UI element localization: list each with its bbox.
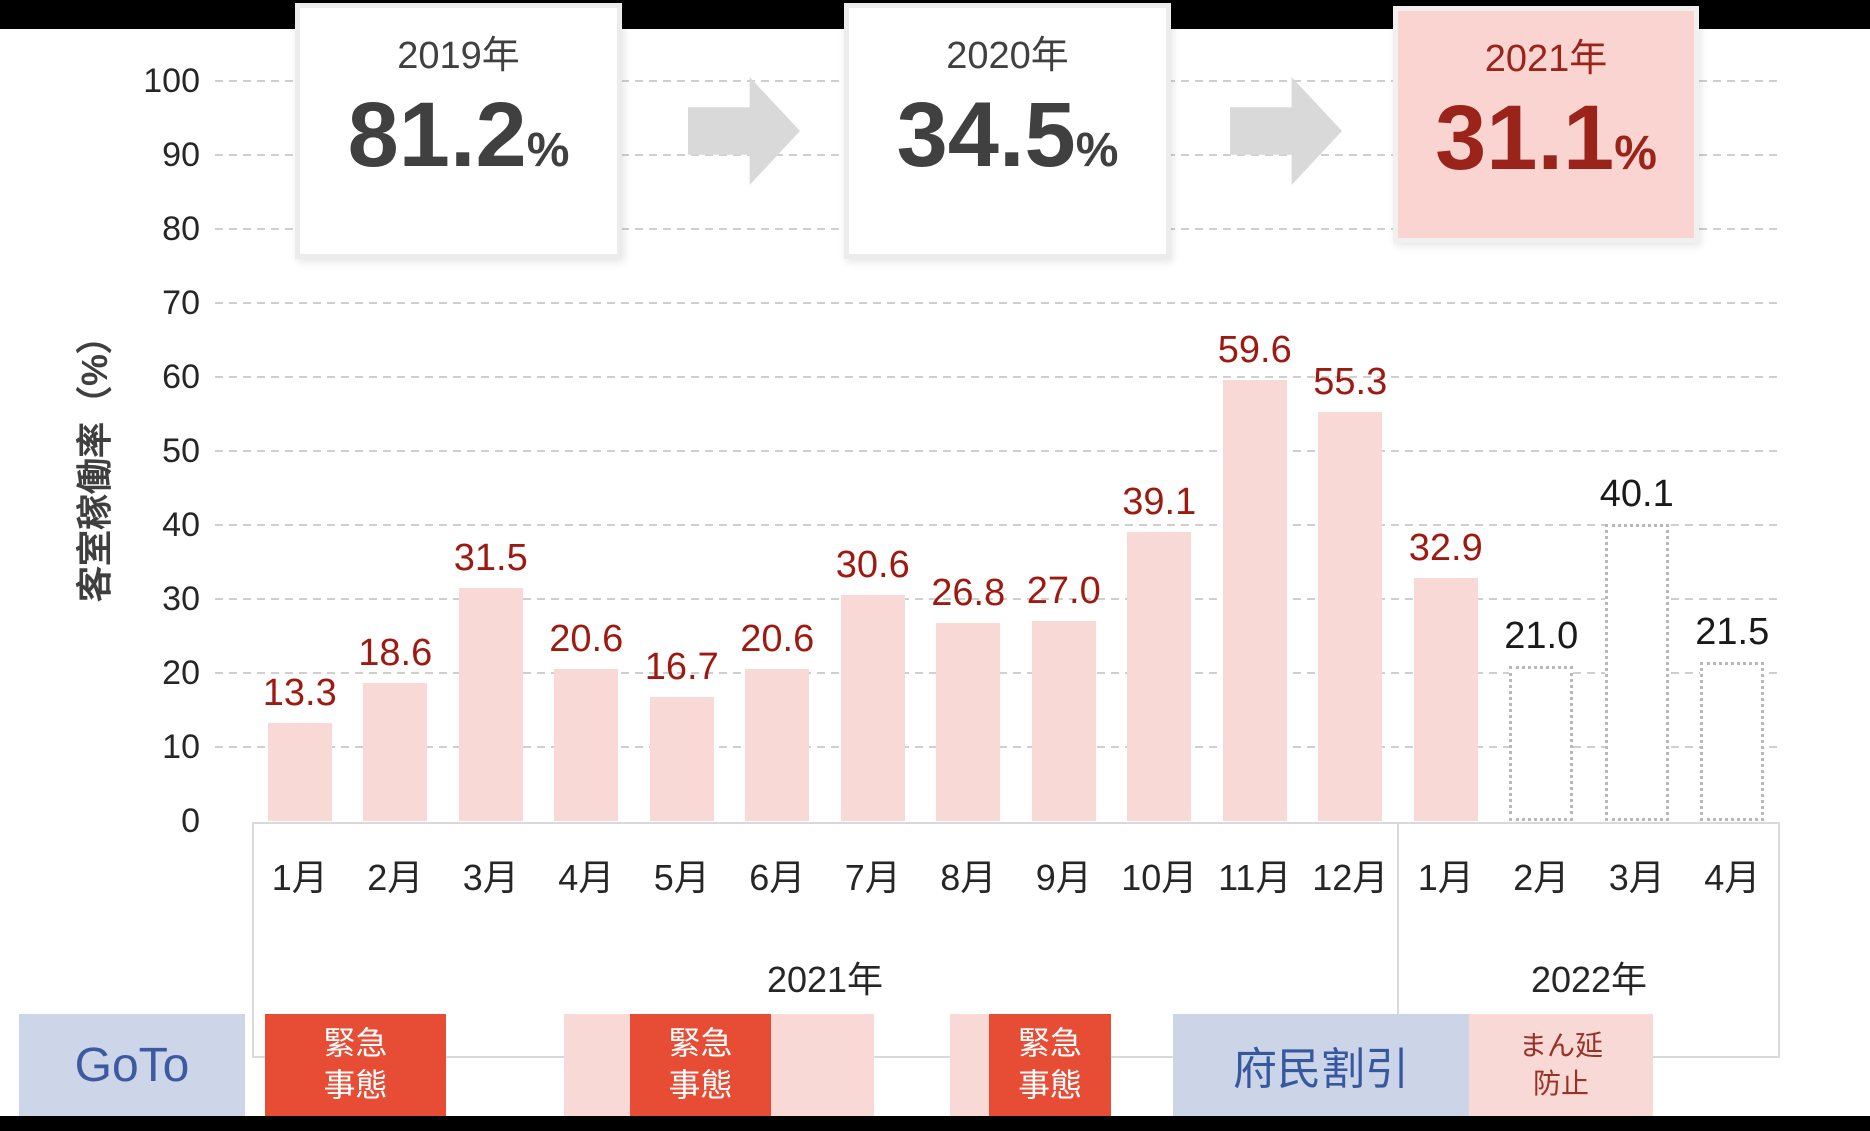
gridline-70 — [215, 302, 1780, 304]
bar-2022年2月 — [1509, 665, 1574, 821]
month-label-2021-12月: 12月 — [1312, 857, 1389, 898]
bar-label-2022年4月: 21.5 — [1695, 610, 1770, 653]
bar-2021年1月 — [267, 722, 332, 821]
month-label-2021-8月: 8月 — [940, 857, 997, 898]
gridline-30 — [215, 598, 1780, 600]
annotation-manen-boshi: まん延 防止 — [1469, 1014, 1653, 1116]
bar-label-2022年2月: 21.0 — [1504, 614, 1579, 657]
bar-label-2022年1月: 32.9 — [1408, 526, 1483, 569]
bar-label-2021年10月: 39.1 — [1122, 480, 1197, 523]
summary-year-2021: 2021年 — [1484, 38, 1608, 80]
summary-year-2019: 2019年 — [397, 35, 520, 77]
summary-box-2021: 2021年 31.1% — [1393, 6, 1699, 243]
y-tick-90: 90 — [162, 136, 200, 174]
month-label-2021-1月: 1月 — [271, 857, 328, 898]
bar-2022年4月 — [1700, 661, 1765, 821]
bar-2021年4月 — [554, 668, 619, 821]
bar-2022年1月 — [1413, 577, 1478, 821]
annotation-emergency-1: 緊急 事態 — [265, 1014, 446, 1116]
summary-value-number: 81.2 — [347, 84, 527, 186]
bar-label-2021年8月: 26.8 — [931, 571, 1006, 614]
month-label-2021-3月: 3月 — [462, 857, 519, 898]
gridline-40 — [215, 524, 1780, 526]
month-label-2022-1月: 1月 — [1417, 857, 1474, 898]
y-tick-40: 40 — [162, 506, 200, 544]
year-divider-line — [1397, 822, 1399, 1058]
bar-label-2021年11月: 59.6 — [1217, 328, 1292, 371]
y-tick-100: 100 — [143, 62, 200, 100]
summary-value-2021: 31.1% — [1435, 87, 1657, 189]
y-tick-60: 60 — [162, 358, 200, 396]
summary-value-number: 31.1 — [1435, 87, 1615, 189]
bar-label-2021年2月: 18.6 — [358, 632, 433, 675]
summary-value-2020: 34.5% — [896, 84, 1119, 186]
summary-value-2019: 81.2% — [347, 84, 570, 186]
month-label-2021-9月: 9月 — [1035, 857, 1092, 898]
annotation-emergency-3: 緊急 事態 — [989, 1014, 1111, 1116]
summary-value-number: 34.5 — [896, 84, 1076, 186]
bar-2021年12月 — [1318, 411, 1383, 821]
bar-label-2021年7月: 30.6 — [835, 543, 910, 586]
bar-label-2021年6月: 20.6 — [740, 617, 815, 660]
y-tick-20: 20 — [162, 654, 200, 692]
bar-label-2021年9月: 27.0 — [1026, 570, 1101, 613]
month-label-2021-6月: 6月 — [749, 857, 806, 898]
y-tick-70: 70 — [162, 284, 200, 322]
y-tick-10: 10 — [162, 728, 200, 766]
y-tick-0: 0 — [181, 802, 200, 840]
annotation-goto: GoTo — [19, 1014, 245, 1116]
summary-value-unit: % — [526, 124, 570, 177]
bar-label-2021年3月: 31.5 — [453, 536, 528, 579]
bar-label-2021年5月: 16.7 — [644, 646, 719, 689]
bottom-black-bar — [0, 1116, 1870, 1131]
summary-value-unit: % — [1075, 124, 1119, 177]
bar-2021年9月 — [1031, 621, 1096, 821]
month-label-2022-4月: 4月 — [1704, 857, 1761, 898]
arrow-right-icon — [1230, 77, 1342, 185]
month-label-2022-2月: 2月 — [1513, 857, 1570, 898]
summary-box-2020: 2020年 34.5% — [844, 3, 1171, 259]
summary-box-2019: 2019年 81.2% — [295, 3, 622, 259]
month-label-2022-3月: 3月 — [1608, 857, 1665, 898]
bar-label-2021年12月: 55.3 — [1313, 360, 1388, 403]
arrow-right-icon — [688, 77, 800, 185]
bar-2021年5月 — [649, 697, 714, 821]
annotation-fumin-waribiki: 府民割引 — [1173, 1014, 1469, 1116]
bar-2021年7月 — [840, 594, 905, 821]
summary-value-unit: % — [1614, 127, 1657, 180]
y-tick-50: 50 — [162, 432, 200, 470]
bar-2021年11月 — [1222, 379, 1287, 821]
y-tick-80: 80 — [162, 210, 200, 248]
month-label-2021-10月: 10月 — [1121, 857, 1198, 898]
bar-2022年3月 — [1604, 524, 1669, 821]
gridline-50 — [215, 450, 1780, 452]
month-label-2021-7月: 7月 — [844, 857, 901, 898]
gridline-60 — [215, 376, 1780, 378]
bar-label-2021年4月: 20.6 — [549, 617, 624, 660]
bar-2021年10月 — [1127, 531, 1192, 821]
bar-label-2022年3月: 40.1 — [1599, 473, 1674, 516]
annotation-emergency-2: 緊急 事態 — [630, 1014, 771, 1116]
y-axis-title: 客室稼働率（%） — [74, 318, 115, 603]
bar-2021年2月 — [363, 683, 428, 821]
bar-2021年6月 — [745, 668, 810, 821]
bar-2021年8月 — [936, 622, 1001, 821]
month-label-2021-4月: 4月 — [558, 857, 615, 898]
year-group-label-2022: 2022年 — [1530, 959, 1648, 1000]
month-label-2021-2月: 2月 — [367, 857, 424, 898]
y-tick-30: 30 — [162, 580, 200, 618]
summary-year-2020: 2020年 — [946, 35, 1069, 77]
bar-2021年3月 — [458, 587, 523, 821]
year-group-label-2021: 2021年 — [766, 959, 884, 1000]
bar-label-2021年1月: 13.3 — [262, 671, 337, 714]
month-label-2021-11月: 11月 — [1218, 857, 1292, 898]
month-label-2021-5月: 5月 — [653, 857, 710, 898]
